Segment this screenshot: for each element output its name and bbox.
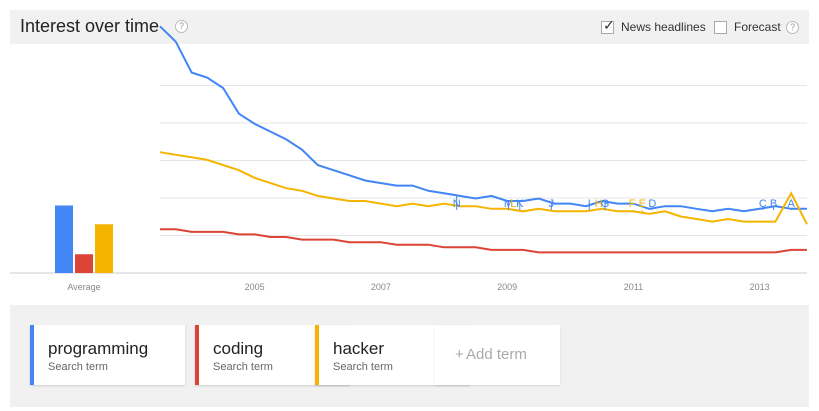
add-term-label: Add term [466, 346, 527, 363]
forecast-question-icon[interactable]: ? [786, 21, 799, 34]
plus-icon: + [455, 346, 464, 363]
annotation-label-a: A [788, 198, 796, 210]
annotation-label-m: M [504, 198, 513, 210]
panel-title: Interest over time [20, 16, 160, 36]
term-name: programming [48, 339, 149, 358]
annotation-label-b: B [770, 198, 777, 210]
x-tick-label: 2013 [750, 282, 770, 292]
term-type: Search term [48, 361, 108, 373]
annotation-label-c: C [759, 198, 767, 210]
x-tick-label: 2005 [245, 282, 265, 292]
term-type: Search term [213, 361, 273, 373]
interest-chart: Average 2005 2007 2009 2011 2013 N ML K J I HG F E D C B… [10, 25, 808, 292]
search-terms-area: programming Search term coding Search te… [10, 305, 809, 407]
x-tick-label: 2011 [624, 282, 643, 292]
average-label: Average [67, 282, 100, 292]
annotation-label-j: J [549, 198, 555, 210]
news-headlines-checkbox[interactable]: ✓ [601, 17, 615, 34]
series-line-hacker [159, 151, 808, 225]
panel-header: Interest over time ? ✓ News headlines Fo… [10, 10, 809, 44]
annotation-label-g: G [601, 198, 610, 210]
forecast-label[interactable]: Forecast [734, 20, 781, 34]
news-headlines-label[interactable]: News headlines [621, 20, 706, 34]
annotation-label-n: N [453, 198, 461, 210]
annotation-label-l: L [510, 198, 516, 210]
forecast-checkbox[interactable] [714, 21, 727, 34]
annotation-label-i: I [588, 198, 591, 210]
average-bar-programming [55, 205, 73, 273]
term-type: Search term [333, 361, 393, 373]
annotation-label-k: K [516, 198, 524, 210]
checkmark-icon: ✓ [603, 17, 615, 33]
x-tick-label: 2009 [497, 282, 517, 292]
average-bar-hacker [95, 224, 113, 273]
series-line-programming [159, 25, 807, 213]
term-name: hacker [333, 339, 385, 358]
term-card-programming[interactable]: programming Search term [30, 325, 185, 385]
series-line-coding [160, 228, 807, 254]
question-icon[interactable]: ? [175, 20, 188, 33]
term-name: coding [213, 339, 264, 358]
annotation-label-d: D [648, 198, 656, 210]
annotation-label-f: F [629, 198, 636, 210]
average-bar-coding [75, 254, 93, 273]
add-term-button[interactable]: + Add term [435, 325, 560, 385]
x-tick-label: 2007 [371, 282, 391, 292]
term-color-bar [195, 325, 199, 385]
annotation-label-h: H [595, 198, 603, 210]
annotation-label-e: E [639, 198, 646, 210]
term-color-bar [30, 325, 34, 385]
term-color-bar [315, 325, 319, 385]
interest-over-time-panel: Interest over time ? ✓ News headlines Fo… [10, 10, 809, 300]
